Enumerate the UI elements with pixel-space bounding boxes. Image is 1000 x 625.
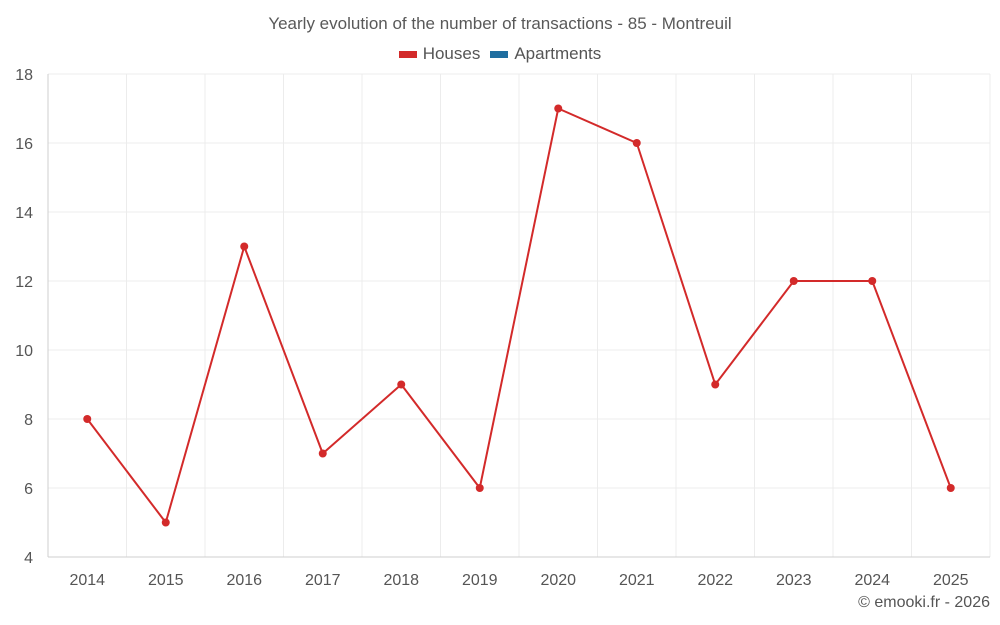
legend-label-apartments: Apartments bbox=[514, 44, 602, 63]
y-tick-label-14: 14 bbox=[15, 205, 33, 222]
legend-item-apartments[interactable]: Apartments bbox=[490, 44, 601, 64]
data-point-houses-2018 bbox=[397, 380, 406, 389]
data-point-houses-2024 bbox=[868, 277, 877, 285]
x-tick-label-2022: 2022 bbox=[697, 572, 733, 589]
legend-swatch-houses bbox=[398, 50, 417, 58]
legend-item-houses[interactable]: Houses bbox=[398, 44, 481, 64]
x-tick-label-2018: 2018 bbox=[383, 572, 419, 589]
x-tick-label-2024: 2024 bbox=[854, 572, 890, 589]
credit-text: © emooki.fr - 2026 bbox=[858, 594, 990, 611]
data-point-houses-2016 bbox=[240, 242, 249, 251]
x-tick-label-2019: 2019 bbox=[462, 572, 498, 589]
y-tick-label-18: 18 bbox=[15, 67, 33, 84]
legend: Houses Apartments bbox=[0, 44, 1000, 64]
y-tick-label-4: 4 bbox=[24, 550, 33, 567]
x-tick-label-2016: 2016 bbox=[226, 572, 262, 589]
data-point-houses-2015 bbox=[161, 518, 170, 527]
y-tick-label-8: 8 bbox=[24, 412, 33, 429]
x-tick-label-2025: 2025 bbox=[933, 572, 969, 589]
data-point-houses-2014 bbox=[83, 415, 92, 423]
y-tick-label-10: 10 bbox=[15, 343, 33, 360]
x-tick-label-2014: 2014 bbox=[69, 572, 105, 589]
y-tick-label-12: 12 bbox=[15, 274, 33, 291]
x-tick-label-2017: 2017 bbox=[305, 572, 341, 589]
x-tick-label-2023: 2023 bbox=[776, 572, 812, 589]
x-tick-label-2015: 2015 bbox=[148, 572, 184, 589]
chart-title: Yearly evolution of the number of transa… bbox=[268, 14, 732, 33]
data-point-houses-2022 bbox=[711, 380, 720, 389]
data-point-houses-2023 bbox=[789, 277, 798, 285]
data-point-houses-2017 bbox=[318, 449, 327, 458]
data-point-houses-2025 bbox=[946, 484, 955, 492]
data-point-houses-2021 bbox=[632, 139, 641, 147]
x-tick-label-2020: 2020 bbox=[540, 572, 576, 589]
y-tick-label-6: 6 bbox=[24, 481, 33, 498]
data-point-houses-2019 bbox=[475, 484, 484, 492]
y-tick-label-16: 16 bbox=[15, 136, 33, 153]
data-point-houses-2020 bbox=[554, 104, 563, 113]
x-tick-label-2021: 2021 bbox=[619, 572, 655, 589]
legend-label-houses: Houses bbox=[422, 44, 481, 63]
legend-swatch-apartments bbox=[490, 50, 509, 58]
series-line-houses bbox=[86, 107, 952, 524]
